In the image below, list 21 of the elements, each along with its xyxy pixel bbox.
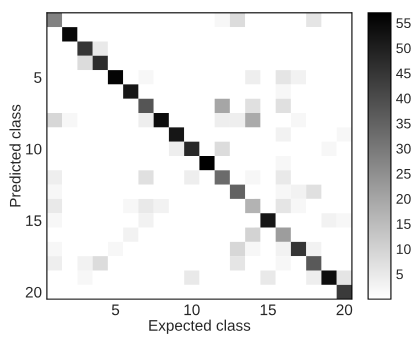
x-tick-label: 10 (184, 304, 200, 316)
y-tick-label: 20 (26, 286, 42, 298)
x-tick-label: 15 (260, 304, 276, 316)
x-axis-title: Expected class (149, 320, 250, 334)
color-bar-label: 5 (396, 269, 403, 280)
color-bar-label: 30 (396, 144, 411, 154)
color-bar-label: 25 (396, 168, 411, 179)
color-bar-label: 35 (396, 118, 411, 129)
color-bar-label: 50 (396, 43, 411, 54)
color-bar-label: 15 (396, 219, 411, 229)
x-tick-label: 20 (336, 304, 352, 316)
color-bar-label: 40 (396, 94, 411, 104)
color-bar-label: 20 (396, 194, 411, 204)
color-bar-label: 10 (396, 244, 411, 254)
x-tick-label: 5 (112, 304, 120, 316)
color-bar-label: 45 (396, 68, 411, 78)
y-tick-label: 10 (26, 144, 42, 155)
y-axis-title: Predicted class (9, 104, 21, 207)
y-tick-label: 15 (26, 215, 42, 226)
y-tick-label: 5 (34, 72, 42, 83)
color-bar-label: 55 (396, 18, 411, 28)
